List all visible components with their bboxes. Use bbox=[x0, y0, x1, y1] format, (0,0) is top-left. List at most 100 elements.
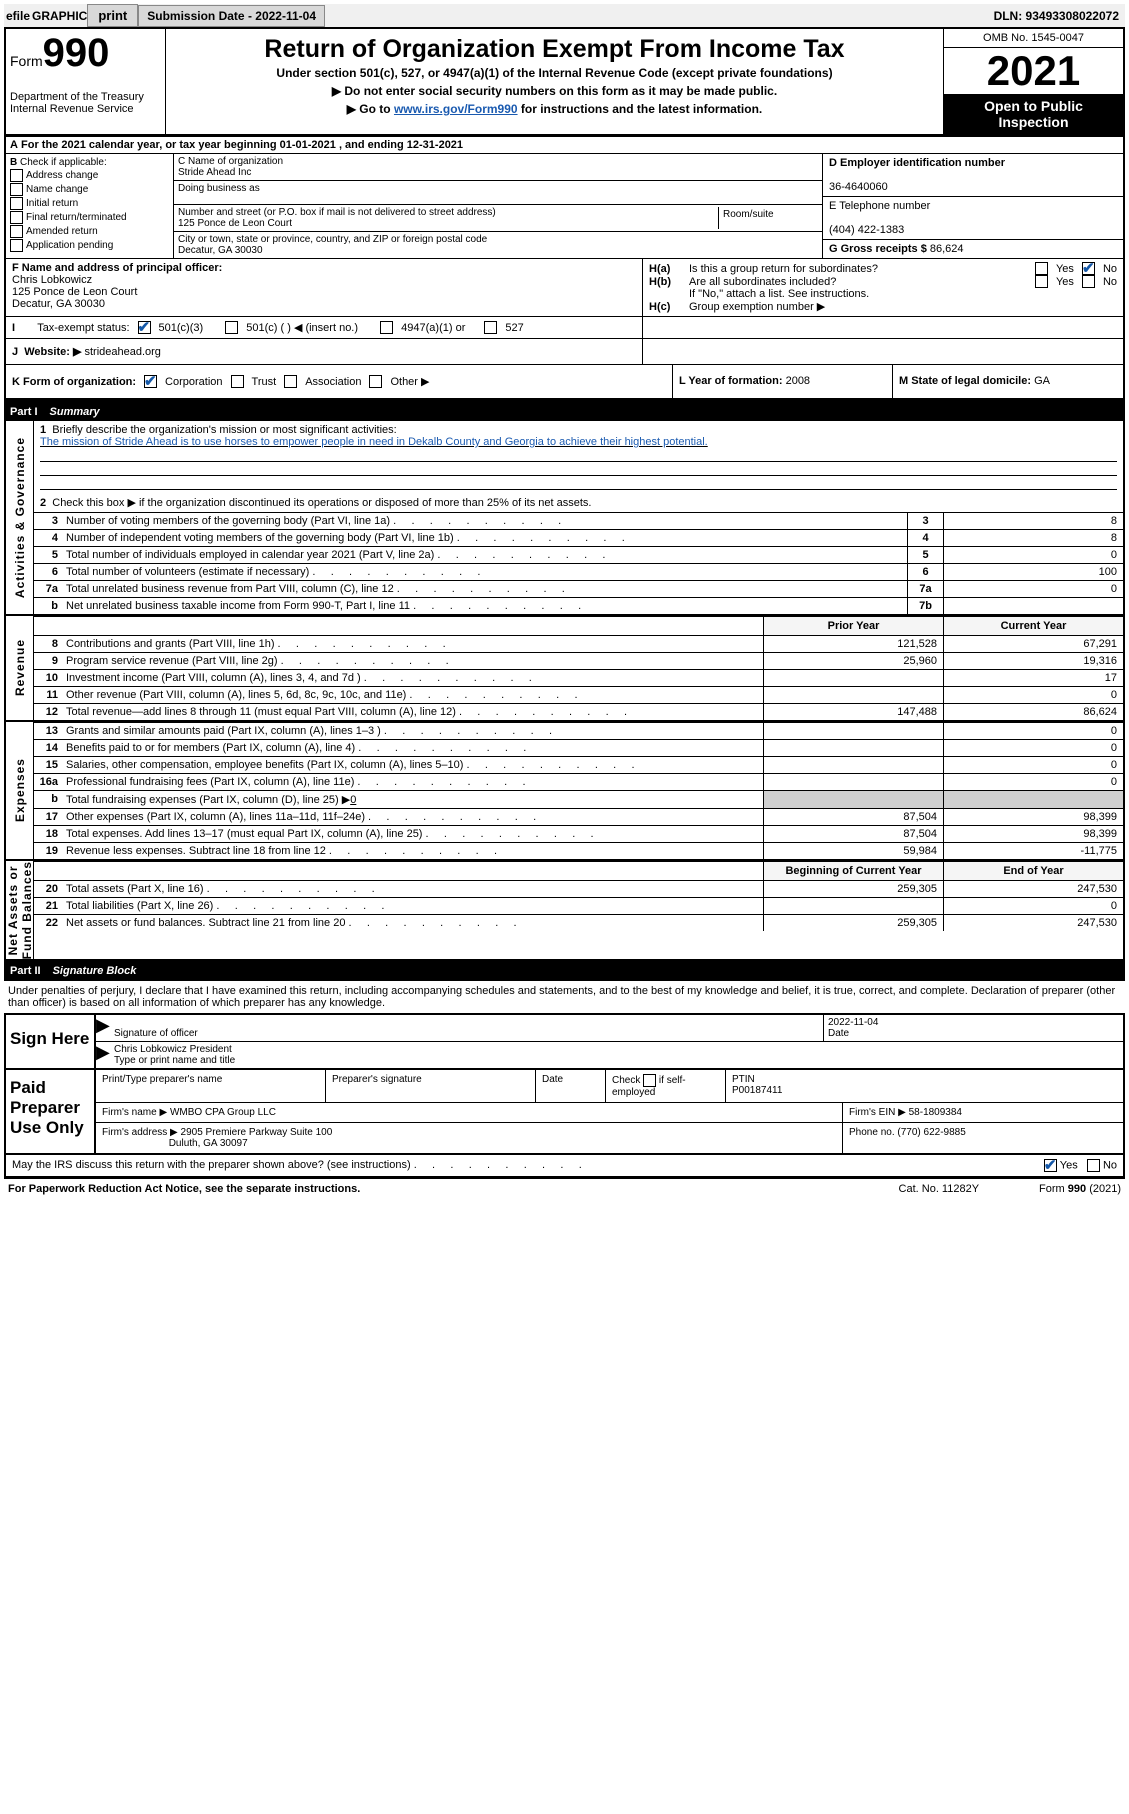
row-a-tax-year: A For the 2021 calendar year, or tax yea… bbox=[6, 137, 1123, 154]
header-right: OMB No. 1545-0047 2021 Open to Public In… bbox=[943, 29, 1123, 134]
top-toolbar: efile GRAPHIC print Submission Date - 20… bbox=[4, 4, 1125, 27]
begin-year-header: Beginning of Current Year bbox=[763, 862, 943, 880]
firm-ein: 58-1809384 bbox=[909, 1107, 962, 1118]
ein-value: 36-4640060 bbox=[829, 181, 888, 193]
hb-no-checkbox[interactable] bbox=[1082, 275, 1095, 288]
graphic-label: GRAPHIC bbox=[32, 9, 87, 23]
signature-label: Signature of officer bbox=[114, 1028, 198, 1039]
checkbox-address-change[interactable] bbox=[10, 169, 23, 182]
line2-text: Check this box ▶ if the organization dis… bbox=[52, 497, 591, 509]
discuss-no-checkbox[interactable] bbox=[1087, 1159, 1100, 1172]
527-checkbox[interactable] bbox=[484, 321, 497, 334]
paid-preparer-block: Paid Preparer Use Only Print/Type prepar… bbox=[4, 1070, 1125, 1155]
501c3-checkbox[interactable] bbox=[138, 321, 151, 334]
ha-no-checkbox[interactable] bbox=[1082, 262, 1095, 275]
footer-right: Form 990 (2021) bbox=[1039, 1183, 1121, 1195]
org-name-value: Stride Ahead Inc bbox=[178, 167, 251, 178]
k-association-checkbox[interactable] bbox=[284, 375, 297, 388]
sidelabel-rev: Revenue bbox=[13, 639, 27, 696]
row-k-form-of-org: K Form of organization: Corporation Trus… bbox=[6, 365, 673, 398]
form-title: Return of Organization Exempt From Incom… bbox=[172, 35, 937, 64]
gross-receipts-label: G Gross receipts $ bbox=[829, 243, 927, 255]
dept-treasury: Department of the Treasury Internal Reve… bbox=[10, 91, 161, 115]
signature-intro: Under penalties of perjury, I declare th… bbox=[4, 980, 1125, 1013]
col-b-checkboxes: B Check if applicable: Address change Na… bbox=[6, 154, 174, 258]
irs-link[interactable]: www.irs.gov/Form990 bbox=[394, 102, 518, 116]
hb-yes-checkbox[interactable] bbox=[1035, 275, 1048, 288]
header-mid: Return of Organization Exempt From Incom… bbox=[166, 29, 943, 134]
ha-yes-checkbox[interactable] bbox=[1035, 262, 1048, 275]
omb-number: OMB No. 1545-0047 bbox=[944, 29, 1123, 48]
row-l-year-formed: L Year of formation: 2008 bbox=[673, 365, 893, 398]
ptin-value: P00187411 bbox=[732, 1085, 782, 1096]
checkbox-final-return[interactable] bbox=[10, 211, 23, 224]
16b-curr-gray bbox=[943, 791, 1123, 808]
firm-addr2: Duluth, GA 30097 bbox=[169, 1138, 248, 1149]
website-value: strideahead.org bbox=[84, 346, 160, 358]
city-label: City or town, state or province, country… bbox=[178, 234, 487, 245]
street-value: 125 Ponce de Leon Court bbox=[178, 218, 292, 229]
row-m-domicile: M State of legal domicile: GA bbox=[893, 365, 1123, 398]
col-de-ein-phone: D Employer identification number 36-4640… bbox=[823, 154, 1123, 258]
checkbox-application-pending[interactable] bbox=[10, 239, 23, 252]
row-h-group: H(a) Is this a group return for subordin… bbox=[643, 259, 1123, 316]
form-subtitle3: ▶ Go to www.irs.gov/Form990 for instruct… bbox=[172, 102, 937, 116]
phone-value: (404) 422-1383 bbox=[829, 224, 904, 236]
row-f-officer: F Name and address of principal officer:… bbox=[6, 259, 643, 316]
phone-label: E Telephone number bbox=[829, 200, 930, 212]
signature-date: 2022-11-04 bbox=[828, 1017, 878, 1028]
sign-here-label: Sign Here bbox=[6, 1015, 96, 1068]
part2-header: Part II Signature Block bbox=[4, 962, 1125, 980]
sidelabel-nafb: Net Assets or Fund Balances bbox=[6, 861, 34, 959]
form-number: 990 bbox=[43, 31, 110, 75]
dba-label: Doing business as bbox=[178, 183, 260, 194]
line1-label: Briefly describe the organization's miss… bbox=[52, 424, 396, 436]
footer-catno: Cat. No. 11282Y bbox=[899, 1183, 980, 1195]
form-subtitle1: Under section 501(c), 527, or 4947(a)(1)… bbox=[172, 66, 937, 80]
officer-city: Decatur, GA 30030 bbox=[12, 298, 105, 310]
prep-date-header: Date bbox=[536, 1070, 606, 1102]
mission-text: The mission of Stride Ahead is to use ho… bbox=[40, 436, 1117, 448]
header-left: Form990 Department of the Treasury Inter… bbox=[6, 29, 166, 134]
checkbox-name-change[interactable] bbox=[10, 183, 23, 196]
ein-label: D Employer identification number bbox=[829, 157, 1005, 169]
street-label: Number and street (or P.O. box if mail i… bbox=[178, 207, 496, 218]
tax-year: 2021 bbox=[944, 48, 1123, 94]
firm-name: WMBO CPA Group LLC bbox=[170, 1107, 276, 1118]
firm-phone: (770) 622-9885 bbox=[897, 1127, 965, 1138]
page-footer: For Paperwork Reduction Act Notice, see … bbox=[4, 1178, 1125, 1199]
checkbox-amended-return[interactable] bbox=[10, 225, 23, 238]
paid-preparer-label: Paid Preparer Use Only bbox=[6, 1070, 96, 1153]
form-subtitle2: ▶ Do not enter social security numbers o… bbox=[172, 84, 937, 98]
identity-table: A For the 2021 calendar year, or tax yea… bbox=[4, 137, 1125, 403]
row-j-website: J Website: ▶ strideahead.org bbox=[6, 339, 643, 364]
officer-signed-name: Chris Lobkowicz President bbox=[114, 1044, 232, 1055]
form-word: Form bbox=[10, 53, 43, 69]
checkbox-initial-return[interactable] bbox=[10, 197, 23, 210]
footer-left: For Paperwork Reduction Act Notice, see … bbox=[8, 1183, 360, 1195]
prep-name-header: Print/Type preparer's name bbox=[96, 1070, 326, 1102]
discuss-yes-checkbox[interactable] bbox=[1044, 1159, 1057, 1172]
print-button[interactable]: print bbox=[87, 4, 138, 27]
prep-sig-header: Preparer's signature bbox=[326, 1070, 536, 1102]
city-value: Decatur, GA 30030 bbox=[178, 245, 263, 256]
dln-label: DLN: 93493308022072 bbox=[994, 9, 1125, 23]
sign-here-block: Sign Here ▶ Signature of officer 2022-11… bbox=[4, 1013, 1125, 1070]
k-other-checkbox[interactable] bbox=[369, 375, 382, 388]
501c-checkbox[interactable] bbox=[225, 321, 238, 334]
goto-suffix: for instructions and the latest informat… bbox=[518, 102, 763, 116]
end-year-header: End of Year bbox=[943, 862, 1123, 880]
k-corporation-checkbox[interactable] bbox=[144, 375, 157, 388]
discuss-row: May the IRS discuss this return with the… bbox=[4, 1155, 1125, 1178]
4947-checkbox[interactable] bbox=[380, 321, 393, 334]
part1-header: Part I Summary bbox=[4, 403, 1125, 421]
efile-label: efile bbox=[6, 9, 30, 23]
self-employed-checkbox[interactable] bbox=[643, 1074, 656, 1087]
current-year-header: Current Year bbox=[943, 617, 1123, 635]
open-public-inspection: Open to Public Inspection bbox=[944, 94, 1123, 134]
form-header: Form990 Department of the Treasury Inter… bbox=[4, 27, 1125, 137]
section-net-assets: Net Assets or Fund Balances Beginning of… bbox=[4, 861, 1125, 962]
room-suite: Room/suite bbox=[718, 207, 818, 229]
section-activities-governance: Activities & Governance 1 Briefly descri… bbox=[4, 421, 1125, 616]
k-trust-checkbox[interactable] bbox=[231, 375, 244, 388]
